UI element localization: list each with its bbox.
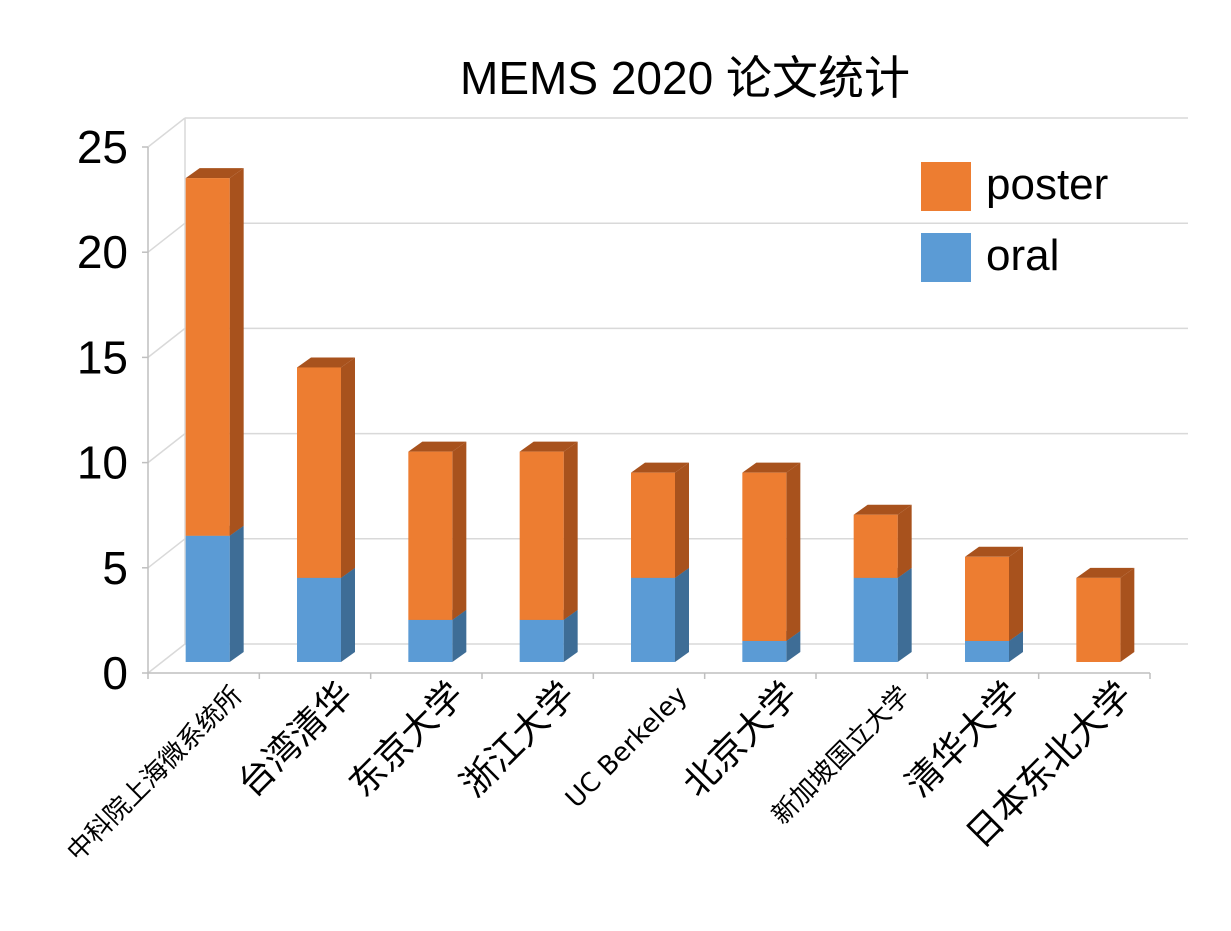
bar-front xyxy=(297,577,341,662)
legend-label: oral xyxy=(986,231,1059,280)
bar-segment-poster xyxy=(1076,567,1135,662)
chart-title: MEMS 2020 论文统计 xyxy=(460,52,910,104)
bar-top xyxy=(631,462,689,473)
bar-front xyxy=(853,577,898,662)
bar-top xyxy=(185,168,244,179)
bar-side xyxy=(229,168,244,536)
legend-swatch xyxy=(921,162,971,211)
bar-segment-poster xyxy=(853,504,912,578)
gridline-connector xyxy=(147,222,186,253)
bar-top xyxy=(297,357,355,368)
bar-front xyxy=(631,472,675,578)
bar-front xyxy=(408,619,453,662)
ytick-label: 0 xyxy=(102,647,128,699)
bar-side xyxy=(563,441,578,620)
xtick-label: 北京大学 xyxy=(676,674,807,805)
bar-side xyxy=(1009,630,1023,662)
bar-segment-poster xyxy=(519,441,578,620)
bar-side xyxy=(341,567,355,662)
gridline-connector xyxy=(147,538,186,569)
axis-layer xyxy=(142,146,1151,679)
ytick-label: 10 xyxy=(77,437,128,489)
bar-top xyxy=(742,462,801,473)
legend-label: poster xyxy=(986,160,1108,209)
bar-front xyxy=(297,367,341,578)
bar-segment-poster xyxy=(742,462,801,641)
bar-side xyxy=(897,567,912,662)
bar-side xyxy=(897,504,912,578)
bar-front xyxy=(519,619,564,662)
bar-front xyxy=(185,178,230,536)
bar-segment-oral xyxy=(185,525,244,662)
gridline-connector xyxy=(147,327,186,358)
bar-front xyxy=(631,577,675,662)
bar-front xyxy=(185,535,230,662)
xtick-label: 浙江大学 xyxy=(453,674,584,805)
gridline-connector xyxy=(147,643,186,674)
bar-segment-poster xyxy=(965,546,1023,641)
legend-item-oral: oral xyxy=(921,231,1059,282)
bar-front xyxy=(408,451,453,620)
bar-side xyxy=(452,609,467,662)
bar-layer xyxy=(185,168,1135,662)
bar-front xyxy=(1076,577,1121,662)
ytick-label: 5 xyxy=(102,542,128,594)
xtick-label: 台湾清华 xyxy=(230,674,361,805)
bar-segment-oral xyxy=(853,567,912,662)
xtick-label: 中科院上海微系统所 xyxy=(62,681,249,868)
bar-top xyxy=(965,546,1023,557)
xtick-label: 东京大学 xyxy=(342,674,473,805)
bar-side xyxy=(675,462,689,578)
bar-side xyxy=(786,462,801,641)
bar-front xyxy=(965,640,1009,662)
bar-side xyxy=(1120,567,1135,662)
bar-segment-poster xyxy=(408,441,467,620)
bar-segment-oral xyxy=(631,567,689,662)
gridline-connector xyxy=(147,117,186,148)
bar-segment-poster xyxy=(297,357,355,578)
bar-top xyxy=(408,441,467,452)
bar-front xyxy=(742,472,787,641)
bar-front xyxy=(519,451,564,620)
bar-front xyxy=(853,514,898,578)
bar-segment-poster xyxy=(631,462,689,578)
bar-top xyxy=(853,504,912,515)
bar-top xyxy=(1076,567,1135,578)
bar-front xyxy=(965,556,1009,641)
bar-segment-poster xyxy=(185,168,244,536)
legend-item-poster: poster xyxy=(921,160,1108,211)
bar-side xyxy=(563,609,578,662)
legend: poster oral xyxy=(921,160,1108,282)
legend-swatch xyxy=(921,233,971,282)
ytick-label: 25 xyxy=(77,121,128,173)
bar-front xyxy=(742,640,787,662)
ytick-label: 15 xyxy=(77,331,128,383)
bar-side xyxy=(786,630,801,662)
bar-segment-oral xyxy=(297,567,355,662)
bar-side xyxy=(229,525,244,662)
bar-side xyxy=(675,567,689,662)
ytick-label: 20 xyxy=(77,226,128,278)
bar-side xyxy=(452,441,467,620)
bar-side xyxy=(1009,546,1023,641)
bar-side xyxy=(341,357,355,578)
bar-top xyxy=(519,441,578,452)
gridline-connector xyxy=(147,433,186,464)
